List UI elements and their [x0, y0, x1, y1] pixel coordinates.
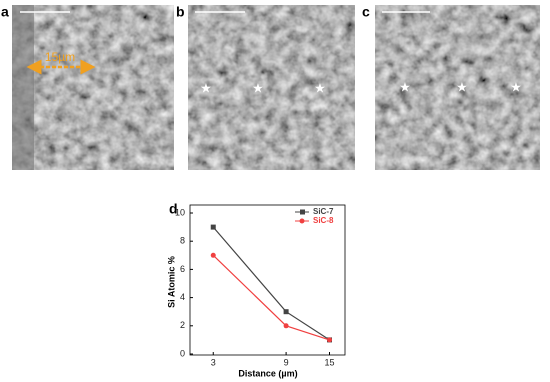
sem-image-a: 15µm: [12, 5, 174, 170]
panel-label: d: [169, 201, 178, 217]
annotation: 15µm: [45, 50, 75, 64]
svg-text:★: ★: [252, 80, 264, 95]
x-tick-label: 15: [324, 357, 334, 367]
legend-marker: [299, 218, 305, 224]
svg-text:★: ★: [399, 79, 411, 94]
panel-label: c: [362, 4, 370, 20]
point: [210, 252, 216, 258]
plot-frame: [189, 204, 346, 356]
point: [283, 309, 289, 315]
y-tick-label: 4: [180, 292, 185, 302]
y-tick-label: 6: [180, 264, 185, 274]
point: [283, 323, 289, 329]
sem-image-c: ★ ★ ★: [375, 5, 540, 170]
series-line: [212, 226, 330, 341]
panel-label: b: [176, 4, 185, 20]
legend-marker: [300, 209, 305, 215]
y-tick-label: 10: [175, 207, 185, 217]
y-tick-label: 2: [180, 320, 185, 330]
sem-image-b: ★ ★ ★: [188, 5, 355, 170]
point: [210, 224, 216, 230]
svg-text:★: ★: [314, 80, 326, 95]
y-tick-label: 0: [180, 348, 185, 358]
legend-label: SiC-8: [313, 216, 334, 225]
panel-label: a: [1, 4, 9, 20]
legend-label: SiC-7: [313, 207, 334, 216]
y-axis-label: Si Atomic %: [166, 256, 176, 308]
series-line: [212, 254, 330, 341]
x-tick-label: 9: [284, 357, 289, 367]
svg-text:★: ★: [456, 79, 468, 94]
svg-text:★: ★: [200, 80, 212, 95]
svg-text:★: ★: [510, 79, 522, 94]
point: [327, 337, 332, 343]
x-tick-label: 3: [211, 357, 216, 367]
x-axis-label: Distance (µm): [238, 368, 297, 378]
y-tick-label: 8: [180, 236, 185, 246]
